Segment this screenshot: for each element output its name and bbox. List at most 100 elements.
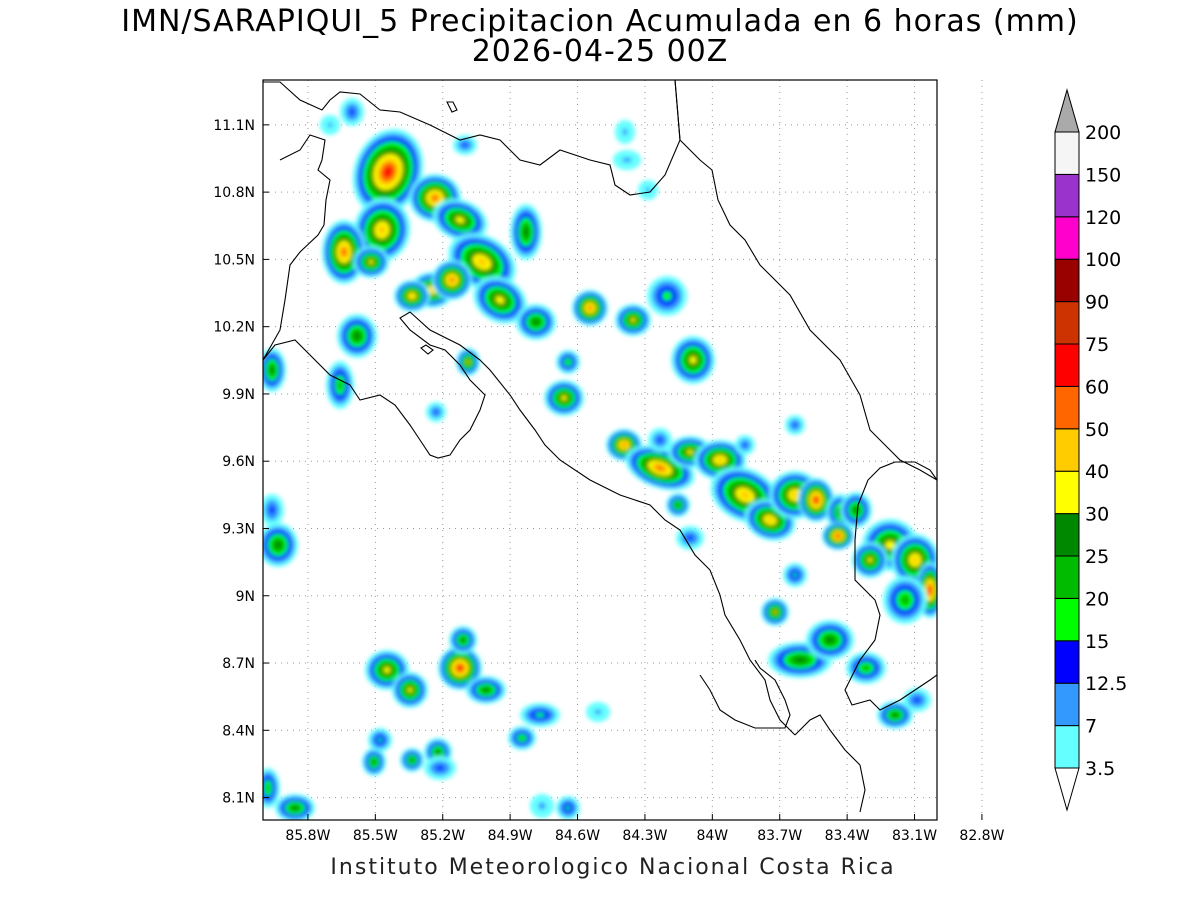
map-date: 2026-04-25 00Z — [471, 34, 729, 69]
precip-contour — [341, 247, 347, 257]
precip-contour — [538, 802, 546, 810]
precip-contour — [449, 277, 455, 283]
plot-frame — [262, 79, 938, 821]
precip-contour — [928, 586, 932, 594]
precip-contour — [495, 296, 505, 304]
lon-tick-label: 83.7W — [757, 828, 802, 844]
colorbar: 3.5 7 12.5 15 20 25 30 40 50 60 75 90 100 120 150 200 — [1054, 88, 1127, 812]
precip-contour — [862, 665, 870, 671]
lat-tick-label: 8.7N — [222, 656, 255, 672]
pacific-coast-central — [497, 379, 796, 736]
precip-contour — [266, 784, 270, 792]
colorbar-lower-arrow — [1054, 767, 1080, 812]
colorbar-box — [1054, 640, 1080, 684]
precip-contour — [836, 534, 840, 538]
precip-contour — [900, 594, 910, 606]
precip-contour — [270, 366, 274, 374]
lat-tick-label: 9.9N — [222, 387, 255, 403]
lon-tick-label: 82.8W — [959, 828, 1004, 844]
golfo-dulce — [794, 714, 866, 813]
colorbar-box — [1054, 682, 1080, 727]
precip-contour — [588, 306, 592, 310]
colorbar-label: 120 — [1085, 207, 1121, 229]
precip-contour — [269, 505, 275, 515]
panama-border — [844, 461, 937, 711]
precip-contour — [409, 294, 415, 298]
lon-tick-label: 84.9W — [488, 828, 533, 844]
precip-contour — [565, 805, 571, 811]
precip-contour — [885, 540, 895, 550]
precip-contour — [434, 410, 438, 414]
precip-contour — [431, 195, 439, 201]
precip-contour — [743, 443, 747, 447]
colorbar-box — [1054, 597, 1080, 642]
precip-contour — [372, 760, 376, 764]
precip-contour — [349, 108, 355, 116]
precip-contour — [476, 257, 488, 267]
lat-tick-label: 10.5N — [213, 252, 255, 268]
lon-tick-label: 85.5W — [353, 828, 398, 844]
precip-contour — [523, 226, 529, 238]
lon-tick-label: 83.4W — [825, 828, 870, 844]
colorbar-label: 40 — [1085, 461, 1109, 483]
precip-contour — [676, 503, 680, 507]
colorbar-label: 75 — [1085, 334, 1109, 356]
precip-contour — [686, 535, 694, 541]
precip-contour — [686, 449, 694, 455]
precip-contour — [436, 750, 440, 754]
island — [420, 344, 434, 355]
colorbar-label: 150 — [1085, 164, 1121, 186]
colorbar-box — [1054, 428, 1080, 472]
colorbar-box — [1054, 385, 1080, 430]
precip-contour — [291, 806, 299, 810]
precip-contour — [793, 657, 807, 663]
precip-contour — [368, 259, 374, 265]
lat-tick-label: 11.1N — [213, 118, 255, 134]
precip-contour — [455, 216, 465, 224]
precip-contour — [462, 143, 468, 147]
precip-contour — [622, 128, 628, 136]
lat-tick-label: 8.1N — [222, 791, 255, 807]
lat-tick-label: 9.6N — [222, 454, 255, 470]
precipitation-field — [263, 98, 937, 820]
precip-contour — [792, 572, 798, 578]
caribbean-coast — [674, 80, 937, 481]
colorbar-label: 3.5 — [1085, 758, 1115, 780]
colorbar-box — [1054, 131, 1080, 175]
precip-contour — [461, 638, 465, 642]
precip-contour — [353, 332, 361, 340]
precip-contour — [410, 758, 414, 762]
colorbar-box — [1054, 555, 1080, 599]
precip-contour — [327, 122, 333, 128]
axis-ticks: 11.1N 10.8N 10.5N 10.2N 9.9N 9.6N 9.3N 9N 8.7N 8.… — [213, 118, 1004, 844]
lat-tick-label: 9N — [236, 589, 255, 605]
gulf-papagayo — [263, 134, 331, 361]
precip-contour — [645, 187, 651, 193]
precip-contour — [622, 443, 626, 447]
lon-tick-label: 85.2W — [420, 828, 465, 844]
colorbar-label: 12.5 — [1085, 673, 1127, 695]
colorbar-box — [1054, 216, 1080, 260]
lat-tick-label: 10.8N — [213, 185, 255, 201]
colorbar-label: 20 — [1085, 588, 1109, 610]
precip-contour — [482, 688, 490, 692]
colorbar-box — [1054, 173, 1080, 218]
precip-contour — [457, 665, 463, 671]
precip-contour — [377, 225, 387, 235]
precip-contour — [429, 287, 435, 293]
precip-contour — [766, 517, 774, 523]
precip-contour — [793, 423, 797, 427]
colorbar-upper-arrow — [1054, 88, 1080, 133]
precip-contour — [814, 497, 818, 503]
colorbar-box — [1054, 343, 1080, 387]
colorbar-label: 60 — [1085, 376, 1109, 398]
precip-contour — [466, 360, 470, 364]
coastlines — [263, 80, 937, 813]
precip-contour — [630, 317, 636, 323]
precip-contour — [655, 465, 665, 471]
precip-contour — [383, 667, 391, 673]
lon-tick-label: 85.8W — [285, 828, 330, 844]
osa-peninsula — [699, 659, 791, 729]
lake-nicaragua-shore — [446, 101, 458, 113]
